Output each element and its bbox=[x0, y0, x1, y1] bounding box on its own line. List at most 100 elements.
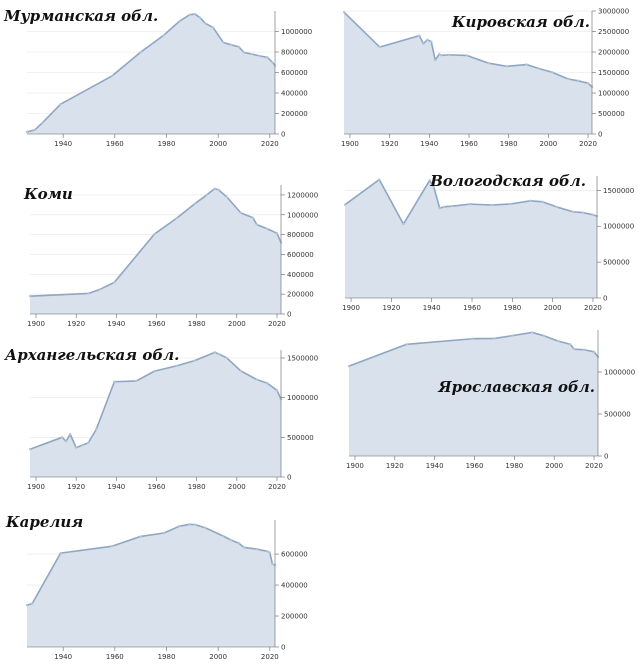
data-point bbox=[487, 61, 491, 65]
data-point bbox=[41, 121, 44, 124]
data-point bbox=[432, 185, 435, 188]
y-tick-label: 0 bbox=[604, 453, 608, 461]
data-point bbox=[551, 71, 554, 74]
data-point bbox=[213, 187, 216, 190]
data-point bbox=[525, 63, 528, 66]
y-tick-label: 0 bbox=[287, 474, 291, 482]
data-point bbox=[225, 195, 228, 199]
data-point bbox=[251, 216, 255, 219]
data-point bbox=[68, 432, 72, 436]
x-tick-label: 1980 bbox=[505, 462, 523, 470]
x-tick-label: 1900 bbox=[342, 304, 360, 312]
x-tick-label: 2000 bbox=[228, 320, 246, 328]
y-tick-label: 0 bbox=[287, 311, 291, 319]
data-point bbox=[586, 81, 590, 85]
y-tick-label: 500000 bbox=[603, 259, 630, 267]
data-point bbox=[60, 436, 64, 439]
data-point bbox=[87, 292, 90, 295]
data-point bbox=[28, 448, 32, 451]
data-point bbox=[255, 223, 259, 226]
data-point bbox=[211, 26, 215, 29]
data-point bbox=[422, 42, 425, 45]
data-point bbox=[229, 538, 233, 542]
chart-title: Ярославская обл. bbox=[437, 378, 595, 396]
x-tick-label: 1940 bbox=[107, 483, 125, 491]
data-point bbox=[426, 38, 429, 41]
data-point bbox=[438, 207, 441, 210]
x-tick-label: 1940 bbox=[423, 304, 441, 312]
data-point bbox=[556, 339, 560, 343]
x-tick-label: 2020 bbox=[268, 483, 286, 491]
series-area bbox=[27, 14, 275, 135]
data-point bbox=[198, 16, 202, 19]
y-tick-label: 500000 bbox=[287, 434, 314, 442]
data-point bbox=[225, 356, 228, 360]
data-point bbox=[217, 352, 220, 356]
data-point bbox=[537, 67, 540, 70]
series-area bbox=[349, 332, 598, 456]
data-point bbox=[342, 11, 346, 14]
x-tick-label: 1940 bbox=[107, 320, 125, 328]
x-tick-label: 1980 bbox=[503, 304, 521, 312]
x-tick-label: 1920 bbox=[67, 483, 85, 491]
y-tick-label: 1500000 bbox=[598, 69, 629, 77]
data-point bbox=[581, 211, 585, 214]
data-point bbox=[162, 33, 166, 37]
x-tick-label: 1940 bbox=[426, 462, 444, 470]
x-tick-label: 2000 bbox=[228, 483, 246, 491]
data-point bbox=[541, 200, 544, 204]
x-tick-label: 2020 bbox=[585, 462, 603, 470]
data-point bbox=[59, 102, 62, 106]
data-point bbox=[64, 440, 68, 443]
y-tick-label: 600000 bbox=[281, 551, 308, 559]
data-point bbox=[111, 544, 114, 548]
y-tick-label: 200000 bbox=[281, 110, 308, 118]
series-area bbox=[30, 352, 281, 477]
data-point bbox=[193, 359, 196, 362]
data-point bbox=[222, 534, 225, 538]
x-tick-label: 1920 bbox=[386, 462, 404, 470]
data-point bbox=[434, 59, 437, 62]
chart-title: Коми bbox=[23, 185, 73, 203]
y-tick-label: 500000 bbox=[598, 110, 625, 118]
x-tick-label: 1960 bbox=[460, 140, 478, 148]
y-tick-label: 3000000 bbox=[598, 8, 629, 16]
y-tick-label: 1000000 bbox=[287, 394, 318, 402]
data-point bbox=[153, 232, 156, 236]
data-point bbox=[113, 281, 116, 284]
data-point bbox=[255, 547, 259, 551]
data-point bbox=[74, 446, 78, 449]
data-point bbox=[239, 369, 243, 373]
data-point bbox=[418, 34, 421, 37]
data-point bbox=[490, 203, 494, 207]
x-tick-label: 2020 bbox=[261, 140, 279, 148]
data-point bbox=[204, 22, 207, 25]
x-tick-label: 2000 bbox=[539, 140, 557, 148]
data-point bbox=[193, 523, 197, 526]
y-tick-label: 0 bbox=[281, 644, 285, 652]
data-point bbox=[271, 562, 274, 566]
x-tick-label: 1960 bbox=[106, 140, 124, 148]
data-point bbox=[555, 205, 558, 209]
data-point bbox=[440, 54, 443, 57]
data-point bbox=[25, 130, 29, 134]
data-point bbox=[438, 52, 441, 56]
y-tick-label: 600000 bbox=[281, 69, 308, 77]
data-point bbox=[509, 202, 512, 206]
y-tick-label: 400000 bbox=[287, 271, 314, 279]
y-tick-label: 1000000 bbox=[287, 211, 318, 219]
x-tick-label: 2000 bbox=[209, 653, 227, 661]
data-point bbox=[543, 334, 546, 338]
data-point bbox=[237, 45, 241, 49]
data-point bbox=[402, 222, 405, 226]
data-point bbox=[95, 428, 98, 431]
data-point bbox=[450, 204, 454, 208]
data-point bbox=[493, 337, 496, 340]
x-tick-label: 1980 bbox=[188, 320, 206, 328]
x-tick-label: 1960 bbox=[148, 320, 166, 328]
data-point bbox=[428, 179, 431, 182]
data-point bbox=[250, 52, 253, 56]
